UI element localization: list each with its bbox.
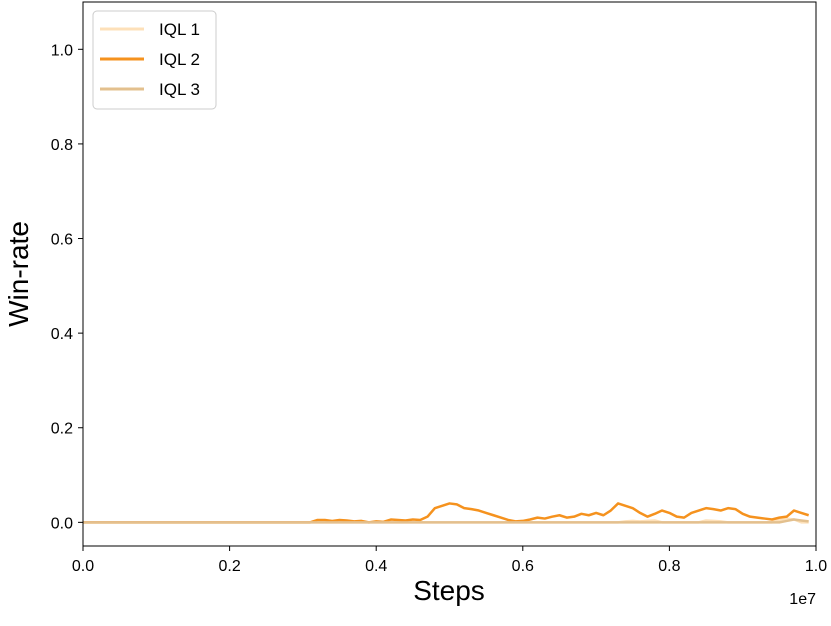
x-tick-label: 1.0 <box>805 558 827 575</box>
y-axis-label: Win-rate <box>3 221 34 327</box>
legend-label: IQL 3 <box>159 80 200 99</box>
legend-label: IQL 1 <box>159 20 200 39</box>
y-tick-label: 0.2 <box>51 421 73 438</box>
y-tick-label: 0.8 <box>51 137 73 154</box>
x-tick-label: 0.2 <box>218 558 240 575</box>
x-offset-label: 1e7 <box>789 591 816 608</box>
x-axis-label: Steps <box>413 575 485 606</box>
series-line <box>83 518 809 524</box>
series-line <box>83 502 810 524</box>
x-tick-label: 0.8 <box>658 558 680 575</box>
y-tick-label: 0.0 <box>51 515 73 532</box>
y-tick-label: 1.0 <box>51 42 73 59</box>
plot-frame <box>82 1 817 547</box>
legend-label: IQL 2 <box>159 50 200 69</box>
y-tick-label: 0.4 <box>51 326 73 343</box>
x-tick-label: 0.4 <box>365 558 387 575</box>
y-tick-label: 0.6 <box>51 232 73 249</box>
x-tick-label: 0.6 <box>512 558 534 575</box>
x-tick-label: 0.0 <box>72 558 94 575</box>
legend: IQL 1 IQL 2 IQL 3 <box>92 10 217 110</box>
legend-box <box>92 10 217 110</box>
